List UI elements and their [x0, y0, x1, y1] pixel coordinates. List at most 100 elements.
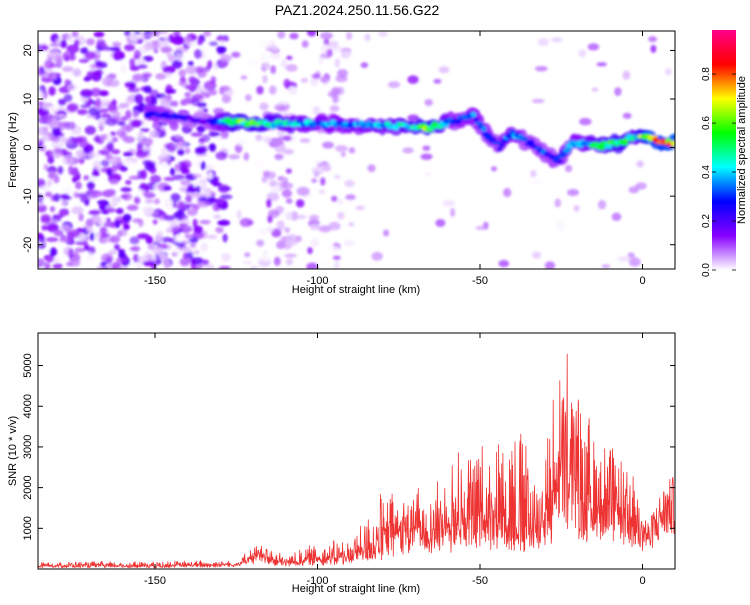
noise-blob: [308, 214, 320, 221]
noise-blob: [180, 179, 191, 186]
noise-blob: [348, 147, 356, 154]
x-tick-label: -100: [306, 575, 328, 587]
noise-blob: [110, 196, 122, 204]
noise-blob: [475, 225, 488, 231]
noise-blob: [66, 35, 75, 43]
noise-blob: [259, 52, 270, 62]
noise-blob: [88, 210, 100, 216]
colorbar-tick-label: 0.8: [701, 67, 712, 81]
noise-blob: [136, 263, 142, 269]
noise-blob: [201, 265, 208, 269]
noise-blob: [255, 134, 263, 141]
noise-blob: [118, 250, 126, 259]
noise-blob: [312, 158, 323, 165]
noise-blob: [260, 40, 273, 49]
noise-blob: [194, 49, 203, 59]
noise-blob: [75, 181, 82, 190]
noise-blob: [281, 58, 287, 69]
noise-blob: [73, 68, 82, 77]
noise-blob: [163, 176, 176, 182]
noise-blob: [192, 250, 200, 255]
noise-blob: [50, 73, 58, 80]
noise-blob: [402, 147, 414, 154]
noise-blob: [38, 100, 44, 108]
noise-blob: [185, 65, 198, 75]
noise-blob: [202, 190, 213, 198]
noise-blob: [89, 232, 95, 241]
noise-blob: [283, 182, 294, 189]
y-tick-label: 10: [22, 93, 34, 105]
noise-blob: [38, 247, 44, 256]
noise-blob: [276, 241, 286, 250]
noise-blob: [158, 254, 169, 261]
noise-blob: [532, 98, 545, 104]
noise-blob: [331, 195, 338, 202]
noise-blob: [185, 147, 191, 155]
noise-blob: [91, 171, 100, 177]
snr-x-label: Height of straight line (km): [292, 583, 420, 595]
noise-blob: [213, 107, 225, 115]
noise-blob: [186, 251, 194, 260]
colorbar-tick-label: 0.0: [701, 263, 712, 277]
noise-blob: [132, 73, 144, 82]
noise-blob: [345, 194, 356, 201]
noise-blob: [208, 131, 221, 137]
noise-blob: [262, 170, 270, 177]
noise-blob: [318, 225, 332, 233]
noise-blob: [50, 148, 63, 159]
noise-blob: [284, 205, 290, 212]
noise-blob: [273, 256, 281, 266]
noise-blob: [322, 166, 331, 172]
colorbar-gradient: [712, 30, 736, 270]
noise-blob: [106, 189, 116, 195]
noise-blob: [106, 79, 120, 87]
noise-blob: [82, 147, 90, 153]
noise-blob: [182, 224, 191, 235]
ridge-core: [554, 159, 564, 164]
noise-blob: [153, 210, 159, 217]
noise-blob: [228, 154, 241, 160]
x-tick-label: 0: [639, 575, 645, 587]
noise-blob: [173, 246, 181, 256]
noise-blob: [337, 69, 348, 78]
noise-blob: [269, 85, 277, 95]
noise-blob: [367, 164, 376, 173]
noise-blob: [124, 160, 135, 166]
noise-blob: [243, 152, 250, 161]
noise-blob: [433, 78, 442, 84]
noise-blob: [39, 144, 46, 152]
noise-blob: [73, 39, 80, 47]
noise-blob: [96, 265, 107, 269]
x-tick-label: -50: [472, 275, 488, 287]
noise-blob: [164, 36, 170, 45]
noise-blob: [322, 141, 334, 149]
noise-blob: [153, 48, 159, 54]
noise-blob: [664, 68, 672, 76]
noise-blob: [277, 31, 286, 39]
noise-blob: [134, 94, 144, 104]
noise-blob: [144, 162, 154, 171]
noise-blob: [142, 55, 154, 62]
noise-blob: [54, 55, 63, 65]
noise-blob: [320, 77, 327, 83]
noise-blob: [346, 31, 353, 40]
noise-blob: [125, 180, 132, 185]
noise-blob: [498, 260, 510, 268]
noise-blob: [286, 55, 293, 61]
noise-blob: [52, 214, 64, 219]
noise-blob: [218, 266, 231, 269]
noise-blob: [86, 181, 95, 190]
ridge-core: [496, 147, 503, 152]
noise-blob: [285, 168, 292, 174]
noise-blob: [160, 46, 173, 54]
colorbar-tick-label: 0.6: [701, 116, 712, 130]
noise-blob: [57, 98, 67, 106]
ridge-core: [604, 144, 613, 149]
noise-blob: [163, 259, 171, 269]
noise-blob: [87, 151, 101, 159]
noise-blob: [216, 36, 229, 41]
noise-blob: [244, 252, 251, 258]
noise-blob: [245, 94, 252, 102]
noise-blob: [203, 80, 217, 91]
